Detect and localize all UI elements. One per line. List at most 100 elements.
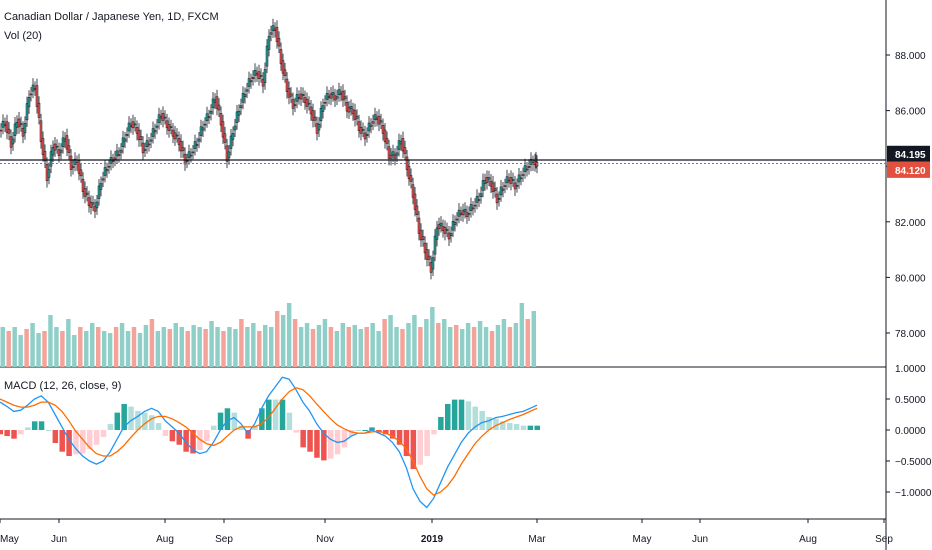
time-tick-label: 2019 [421,534,444,545]
candle-body [221,121,225,138]
candle-body [397,140,401,150]
candle-body [337,89,341,96]
volume-bar [227,327,232,367]
volume-label: Vol (20) [4,30,42,42]
macd-histogram-bar [307,430,313,452]
macd-histogram-bar [100,430,107,437]
volume-bar [388,315,393,367]
candle-body [223,133,227,143]
macd-histogram-bar [369,427,375,430]
candle-body [453,222,457,225]
candle-body [505,176,509,184]
candle-body [135,127,139,134]
candle-body [283,69,287,77]
macd-histogram-bar [355,430,361,431]
volume-bar [143,325,149,367]
candle-body [461,210,465,216]
candle-body [451,220,455,231]
candle-body [121,137,125,147]
macd-histogram-bar [327,430,334,459]
candle-body [59,149,63,153]
candle-body [267,35,271,50]
macd-histogram-bar [431,430,437,435]
candle-body [185,160,189,162]
candle-body [341,90,345,101]
macd-histogram-bar [238,425,244,430]
candle-body [55,145,59,148]
candle-body [95,201,99,209]
volume-bar [477,321,483,367]
volume-axis-label: 1.0000 [895,364,926,375]
macd-histogram-bar [300,430,306,448]
candle-body [383,129,387,142]
volume-bar [137,333,143,367]
volume-bar [424,319,429,367]
volume-bar [155,331,161,367]
candle-body [127,122,131,132]
candle-body [309,106,313,115]
candle-body [37,102,41,118]
price-badge-label: 84.120 [895,166,926,177]
candle-body [123,138,127,142]
candle-body [527,165,531,168]
macd-histogram-bar [458,399,465,430]
candle-body [535,161,539,167]
candle-body [141,142,145,154]
macd-histogram-bar [217,412,224,430]
macd-histogram-bar [286,412,293,430]
candle-body [113,157,117,160]
candle-body [197,138,201,142]
candle-body [71,165,75,168]
volume-bar [161,327,167,367]
volume-bar [340,323,346,367]
candle-body [391,151,395,156]
candle-body [365,134,369,136]
candle-body [89,202,93,208]
candle-body [523,165,527,173]
macd-histogram-bar [259,408,265,430]
candle-body [329,93,333,99]
macd-histogram-bar [93,430,100,445]
volume-bar [382,319,387,367]
volume-bar [459,329,465,367]
candle-body [153,130,157,133]
candle-body [519,177,523,180]
macd-histogram-bar [18,430,24,435]
candle-body [83,188,87,197]
candle-body [7,128,11,134]
candle-body [165,120,169,129]
macd-histogram-bar [38,421,45,430]
candle-body [119,149,123,153]
volume-bar [0,327,5,367]
candle-body [313,116,317,121]
candle-body [413,193,417,210]
macd-histogram-bar [506,423,513,430]
candle-body [209,110,213,114]
candle-body [15,122,19,128]
volume-bar [531,311,536,367]
candle-body [395,152,399,156]
time-tick-label: Nov [316,534,334,545]
candle-body [129,124,133,127]
candle-body [167,124,171,131]
candle-body [281,60,285,74]
candle-body [45,164,49,181]
macd-histogram-bar [66,430,72,457]
candle-body [23,122,27,134]
candle-body [203,123,207,126]
candle-body [403,147,407,154]
candle-body [345,102,349,112]
candle-body [327,96,331,98]
candle-body [355,115,359,119]
candle-body [501,188,505,191]
macd-histogram-bar [493,418,499,430]
candle-body [19,123,23,126]
candle-body [487,177,491,180]
candle-body [245,89,249,92]
volume-bar [90,323,95,367]
macd-histogram-bar [204,430,210,442]
macd-histogram-bar [128,406,134,430]
volume-bar [280,315,286,367]
candle-body [143,149,147,151]
